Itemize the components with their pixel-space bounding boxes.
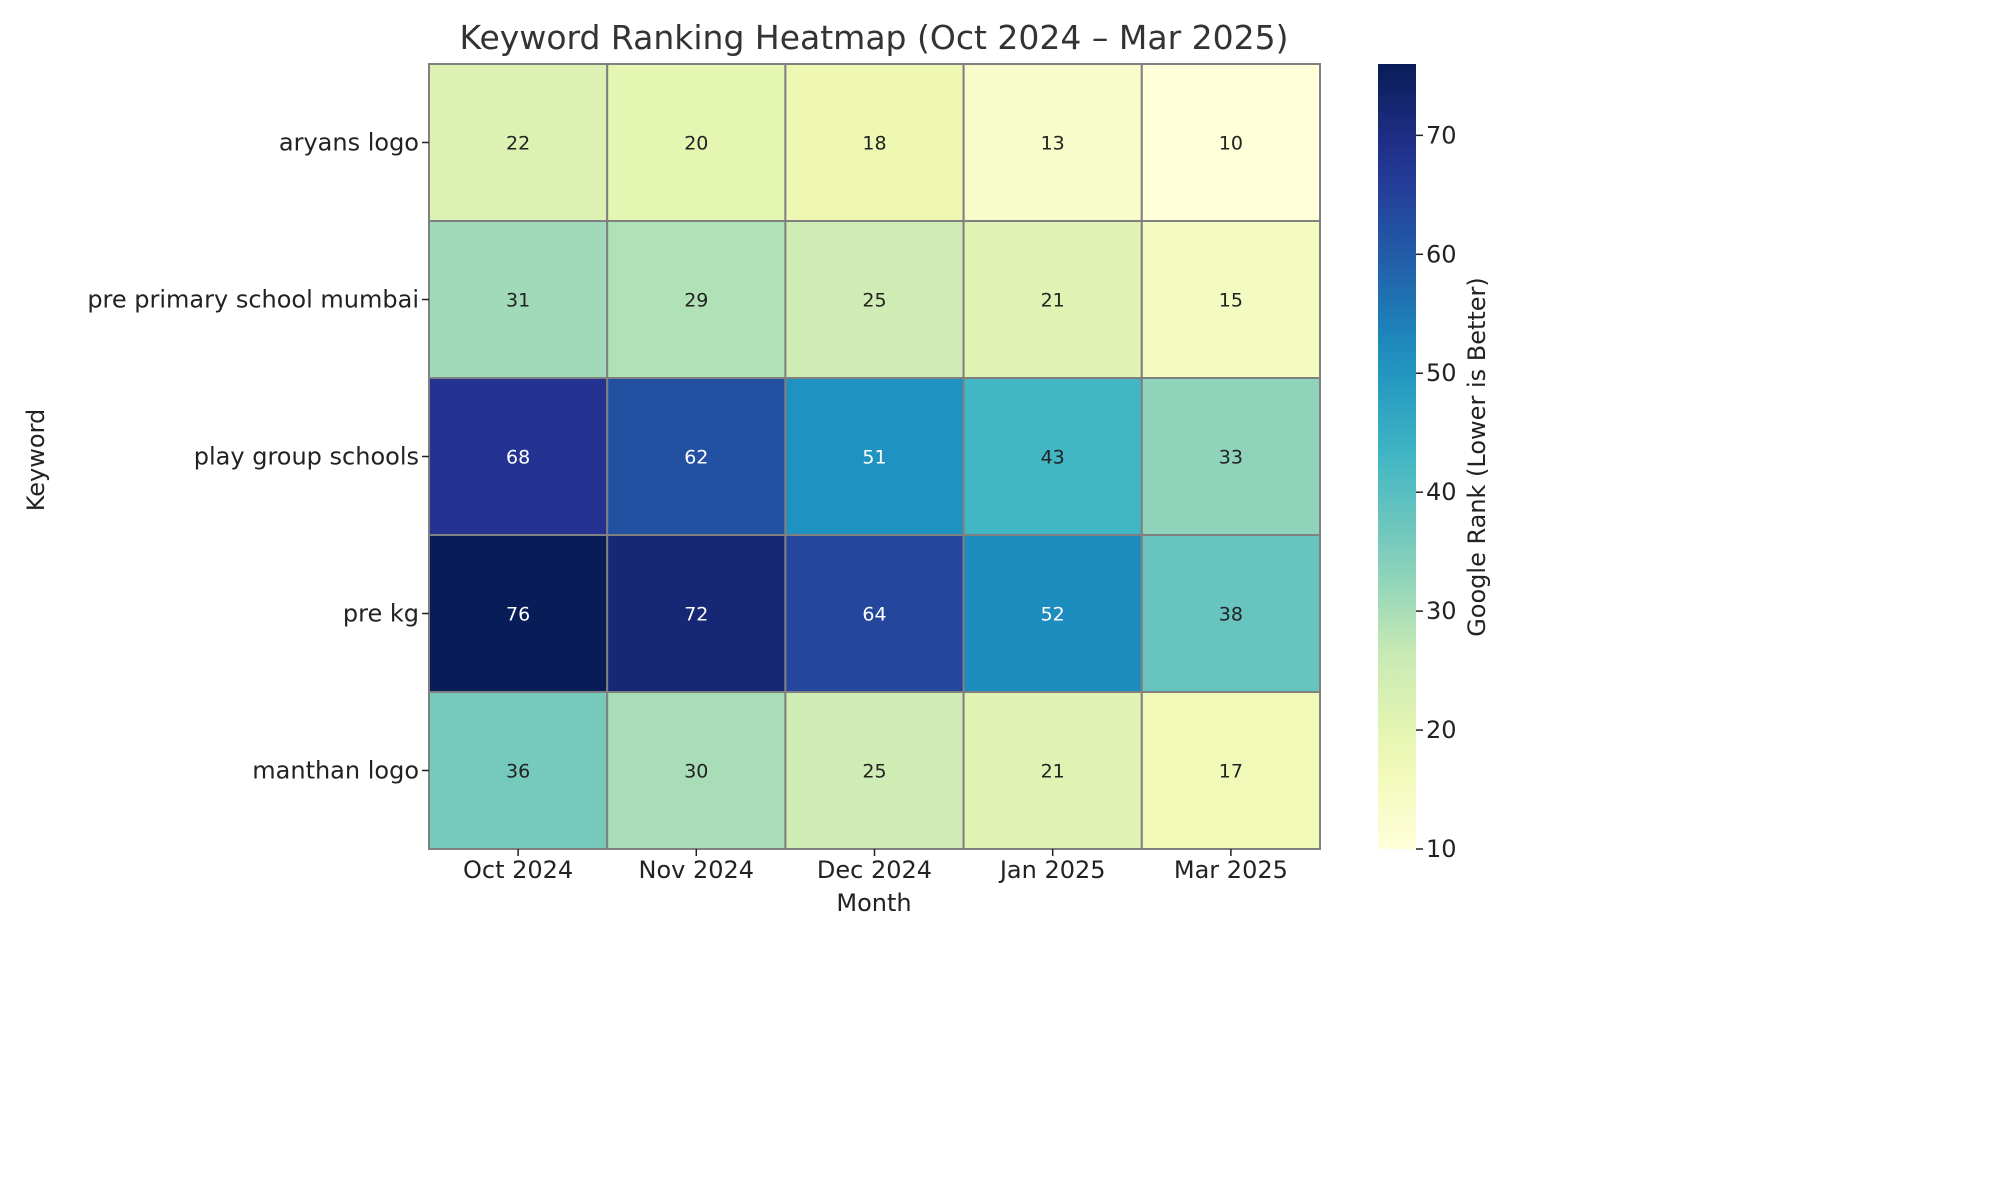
- chart-title: Keyword Ranking Heatmap (Oct 2024 – Mar …: [460, 18, 1289, 57]
- heatmap-cell: [784, 377, 965, 536]
- y-tick-label: pre primary school mumbai: [87, 286, 419, 314]
- cell-value-label: 21: [1041, 290, 1065, 312]
- cell-value-label: 43: [1041, 447, 1065, 469]
- cell-value-label: 22: [506, 133, 530, 155]
- x-tick-label: Dec 2024: [817, 856, 932, 884]
- heatmap-chart: Keyword Ranking Heatmap (Oct 2024 – Mar …: [22, 18, 1491, 917]
- cell-value-label: 64: [862, 604, 886, 626]
- cell-value-label: 51: [862, 447, 886, 469]
- heatmap-cell: [784, 220, 965, 379]
- y-tick-label: aryans logo: [279, 129, 419, 157]
- colorbar-tick-label: 30: [1426, 597, 1457, 625]
- y-tick-label: manthan logo: [252, 757, 419, 785]
- x-tick-label: Oct 2024: [463, 856, 573, 884]
- colorbar-ticks: 10 20 30 40 50 60 70: [1416, 121, 1457, 863]
- heatmap-cell: [1140, 220, 1322, 379]
- colorbar-tick-label: 50: [1426, 359, 1457, 387]
- heatmap-cell: [784, 534, 965, 693]
- x-axis-label: Month: [836, 889, 911, 917]
- cell-value-label: 15: [1219, 290, 1243, 312]
- colorbar-tick-label: 20: [1426, 716, 1457, 744]
- y-axis-label: Keyword: [22, 409, 50, 512]
- heatmap-cell: [606, 63, 787, 222]
- cell-value-label: 33: [1219, 447, 1243, 469]
- x-tick-label: Nov 2024: [639, 856, 755, 884]
- cell-value-label: 13: [1041, 133, 1065, 155]
- cell-value-label: 21: [1041, 761, 1065, 783]
- cell-value-label: 72: [684, 604, 708, 626]
- heatmap-cell: [962, 534, 1143, 693]
- heatmap-cell: [606, 691, 787, 850]
- cell-value-label: 25: [862, 761, 886, 783]
- cell-value-label: 68: [506, 447, 530, 469]
- heatmap-cell: [1140, 377, 1322, 536]
- colorbar-label: Google Rank (Lower is Better): [1463, 277, 1491, 637]
- colorbar-tick-label: 60: [1426, 240, 1457, 268]
- y-axis: aryans logo pre primary school mumbai play…: [87, 129, 429, 785]
- heatmap-cell: [1140, 534, 1322, 693]
- cell-value-label: 18: [862, 133, 886, 155]
- heatmap-cell: [962, 377, 1143, 536]
- cell-value-label: 30: [684, 761, 708, 783]
- heatmap-cells: [428, 63, 1322, 850]
- heatmap-cell: [784, 63, 965, 222]
- x-axis: Oct 2024 Nov 2024 Dec 2024 Jan 2025 Mar 2025: [463, 849, 1288, 884]
- colorbar-tick-label: 70: [1426, 121, 1457, 149]
- heatmap-cell: [1140, 63, 1322, 222]
- cell-value-label: 52: [1041, 604, 1065, 626]
- cell-value-label: 76: [506, 604, 530, 626]
- heatmap-cell: [1140, 691, 1322, 850]
- cell-value-label: 20: [684, 133, 708, 155]
- cell-value-label: 36: [506, 761, 530, 783]
- cell-value-label: 10: [1219, 133, 1243, 155]
- heatmap-cell: [428, 63, 609, 222]
- y-tick-label: play group schools: [194, 443, 419, 471]
- colorbar-tick-label: 10: [1426, 835, 1457, 863]
- cell-value-label: 62: [684, 447, 708, 469]
- heatmap-cell: [428, 691, 609, 850]
- heatmap-cell-labels: 22 20 18 13 10 31 29 25 21 15 68 62 51 43 33 76 72 64 52 38…: [506, 133, 1243, 783]
- heatmap-cell: [962, 63, 1143, 222]
- cell-value-label: 38: [1219, 604, 1243, 626]
- x-tick-label: Mar 2025: [1174, 856, 1288, 884]
- cell-value-label: 17: [1219, 761, 1243, 783]
- y-tick-label: pre kg: [343, 600, 419, 628]
- cell-value-label: 25: [862, 290, 886, 312]
- colorbar: [1378, 64, 1416, 849]
- x-tick-label: Jan 2025: [998, 856, 1106, 884]
- heatmap-cell: [428, 220, 609, 379]
- heatmap-cell: [606, 534, 787, 693]
- colorbar-tick-label: 40: [1426, 478, 1457, 506]
- heatmap-cell: [606, 377, 787, 536]
- cell-value-label: 31: [506, 290, 530, 312]
- cell-value-label: 29: [684, 290, 708, 312]
- heatmap-cell: [784, 691, 965, 850]
